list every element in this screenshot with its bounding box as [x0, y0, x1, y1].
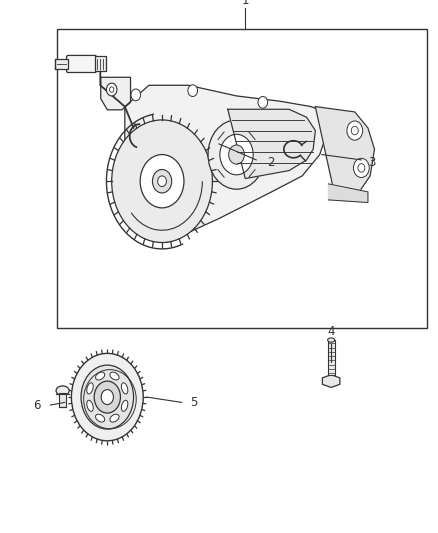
Circle shape: [158, 176, 166, 187]
Circle shape: [358, 164, 365, 172]
Text: 1: 1: [241, 0, 249, 7]
Circle shape: [229, 145, 244, 164]
Ellipse shape: [110, 414, 119, 422]
Circle shape: [220, 134, 253, 175]
Circle shape: [258, 96, 268, 108]
Bar: [95, 56, 106, 71]
Ellipse shape: [95, 414, 105, 422]
Polygon shape: [328, 184, 368, 203]
Circle shape: [131, 89, 141, 101]
Ellipse shape: [87, 400, 93, 411]
Text: 3: 3: [368, 156, 375, 169]
Circle shape: [101, 390, 113, 405]
FancyBboxPatch shape: [67, 55, 96, 72]
Polygon shape: [228, 109, 315, 179]
Bar: [328, 340, 335, 375]
Circle shape: [208, 120, 265, 189]
Circle shape: [351, 126, 358, 135]
Circle shape: [110, 87, 114, 92]
Ellipse shape: [121, 400, 128, 411]
Circle shape: [188, 85, 198, 96]
Circle shape: [152, 169, 172, 193]
Bar: [55, 59, 68, 69]
Text: 5: 5: [191, 396, 198, 409]
Text: 6: 6: [33, 399, 41, 411]
Circle shape: [112, 120, 212, 243]
Bar: [59, 393, 66, 407]
Circle shape: [353, 158, 369, 177]
Polygon shape: [322, 375, 340, 387]
Bar: [57, 29, 427, 328]
Text: 2: 2: [267, 156, 275, 169]
Ellipse shape: [95, 372, 105, 380]
Circle shape: [94, 381, 120, 413]
Polygon shape: [125, 85, 328, 243]
Text: 4: 4: [327, 326, 335, 338]
Ellipse shape: [87, 383, 93, 394]
Ellipse shape: [56, 386, 69, 395]
Ellipse shape: [110, 372, 119, 380]
Circle shape: [140, 155, 184, 208]
Circle shape: [106, 83, 117, 96]
Ellipse shape: [328, 338, 335, 342]
Circle shape: [81, 365, 134, 429]
Polygon shape: [101, 77, 131, 110]
Circle shape: [71, 353, 143, 441]
Ellipse shape: [121, 383, 128, 394]
Circle shape: [347, 121, 363, 140]
Polygon shape: [315, 107, 374, 192]
